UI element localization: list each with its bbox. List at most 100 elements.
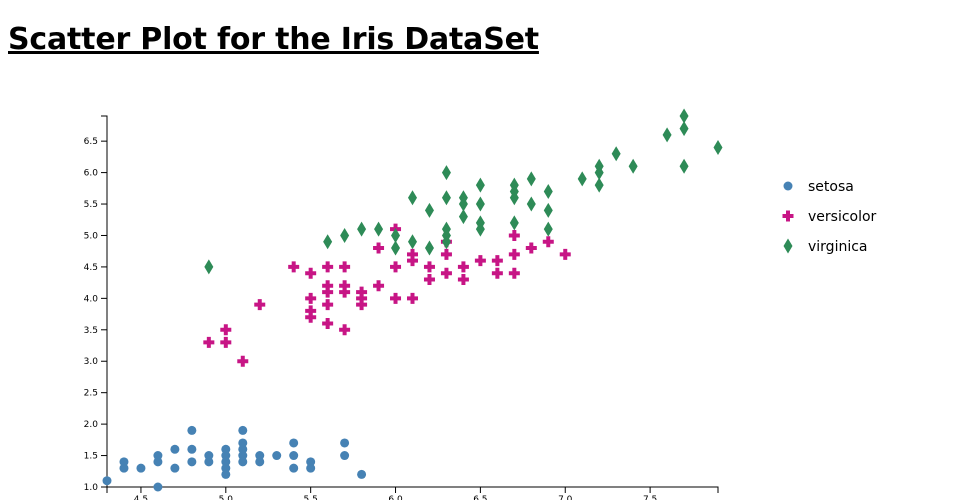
data-point-versicolor (305, 305, 317, 317)
data-point-setosa (102, 476, 112, 486)
data-point-setosa (340, 438, 350, 448)
data-point-virginica (458, 209, 468, 225)
data-point-virginica (594, 177, 604, 193)
y-tick-label: 3.5 (84, 326, 98, 336)
data-point-virginica (424, 240, 434, 256)
legend-marker-virginica (783, 238, 793, 254)
data-point-versicolor (542, 236, 554, 248)
data-point-setosa (255, 457, 265, 467)
data-point-versicolor (322, 261, 334, 273)
data-point-virginica (441, 221, 451, 237)
data-point-versicolor (508, 267, 520, 279)
data-point-versicolor (474, 255, 486, 267)
data-point-versicolor (373, 242, 385, 254)
legend-item-setosa: setosa (783, 179, 854, 195)
data-point-versicolor (322, 299, 334, 311)
chart-legend: setosa versicolor virginica (782, 179, 877, 255)
legend-label-virginica: virginica (808, 239, 868, 255)
data-point-versicolor (356, 299, 368, 311)
data-point-versicolor (356, 286, 368, 298)
data-point-versicolor (559, 248, 571, 260)
data-point-virginica (357, 221, 367, 237)
legend-marker-setosa (783, 181, 793, 191)
data-point-versicolor (339, 286, 351, 298)
data-point-virginica (374, 221, 384, 237)
y-tick-label: 6.0 (84, 169, 99, 179)
data-point-setosa (340, 451, 350, 461)
data-point-virginica (543, 202, 553, 218)
data-point-virginica (611, 146, 621, 162)
data-point-versicolor (220, 324, 232, 336)
data-point-virginica (458, 190, 468, 206)
data-point-versicolor (457, 261, 469, 273)
y-axis-line (101, 115, 108, 488)
data-point-setosa (204, 457, 214, 467)
y-tick-label: 4.0 (84, 294, 99, 304)
data-point-versicolor (322, 286, 334, 298)
data-point-versicolor (288, 261, 300, 273)
data-point-versicolor (508, 248, 520, 260)
x-tick-label: 6.5 (473, 495, 487, 500)
data-point-setosa (238, 451, 248, 461)
data-point-setosa (170, 444, 180, 454)
data-point-versicolor (423, 273, 435, 285)
legend-marker-versicolor (782, 210, 794, 222)
data-point-virginica (391, 227, 401, 243)
data-point-versicolor (339, 324, 351, 336)
data-point-virginica (475, 177, 485, 193)
y-tick-label: 5.5 (84, 200, 98, 210)
page-title: Scatter Plot for the Iris DataSet (8, 22, 539, 57)
x-axis-line (106, 486, 719, 493)
data-point-virginica (441, 165, 451, 181)
y-tick-label: 1.0 (84, 483, 99, 493)
legend-item-virginica: virginica (783, 238, 868, 255)
data-point-versicolor (525, 242, 537, 254)
data-point-virginica (543, 183, 553, 199)
data-point-versicolor (305, 311, 317, 323)
x-tick-label: 5.5 (304, 495, 318, 500)
data-point-virginica (679, 121, 689, 137)
data-point-versicolor (491, 255, 503, 267)
data-point-virginica (628, 158, 638, 174)
data-point-setosa (153, 482, 163, 492)
data-point-virginica (509, 177, 519, 193)
data-point-virginica (713, 139, 723, 155)
data-point-virginica (577, 171, 587, 187)
x-tick-label: 4.5 (134, 495, 148, 500)
x-tick-label: 7.5 (643, 495, 657, 500)
y-tick-label: 2.5 (84, 389, 98, 399)
data-point-versicolor (339, 261, 351, 273)
y-tick-label: 1.5 (84, 452, 98, 462)
legend-label-versicolor: versicolor (808, 209, 877, 225)
legend-label-setosa: setosa (808, 179, 854, 195)
data-point-virginica (441, 190, 451, 206)
data-point-virginica (475, 215, 485, 231)
data-point-setosa (187, 444, 197, 454)
data-point-setosa (238, 438, 248, 448)
data-point-setosa (221, 469, 231, 479)
x-tick-label: 5.0 (219, 495, 234, 500)
data-point-versicolor (373, 280, 385, 292)
data-point-versicolor (237, 355, 249, 367)
data-point-setosa (289, 451, 299, 461)
x-tick-label: 7.0 (558, 495, 573, 500)
data-point-versicolor (322, 280, 334, 292)
data-point-virginica (526, 196, 536, 212)
data-point-virginica (543, 221, 553, 237)
legend-item-versicolor: versicolor (782, 209, 877, 225)
data-point-versicolor (305, 292, 317, 304)
data-point-versicolor (254, 299, 266, 311)
data-point-virginica (475, 196, 485, 212)
data-point-versicolor (407, 248, 418, 260)
data-point-versicolor (423, 261, 435, 273)
data-point-setosa (187, 425, 197, 435)
data-point-versicolor (339, 280, 351, 292)
y-tick-label: 4.5 (84, 263, 98, 273)
data-point-versicolor (390, 292, 402, 304)
data-point-versicolor (508, 229, 520, 241)
data-point-setosa (187, 457, 197, 467)
data-point-versicolor (407, 255, 418, 267)
data-point-setosa (255, 451, 265, 461)
data-point-versicolor (203, 336, 215, 348)
